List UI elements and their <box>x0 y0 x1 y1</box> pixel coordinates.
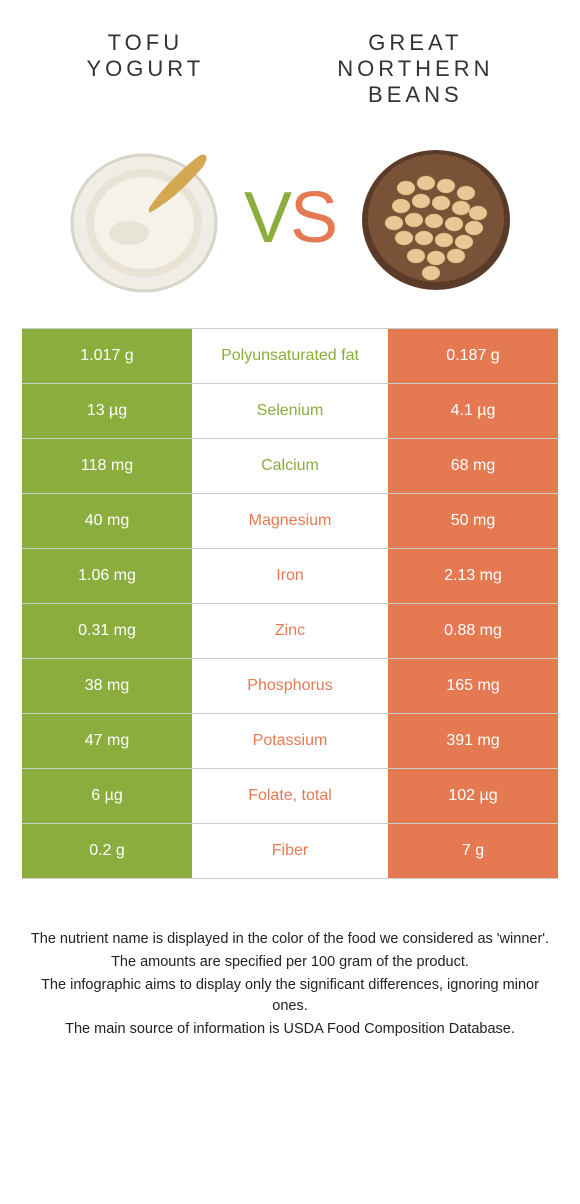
cell-right: 7 g <box>388 824 558 878</box>
nutrient-label: Polyunsaturated fat <box>192 329 388 383</box>
table-row: 1.06 mgIron2.13 mg <box>22 549 558 604</box>
hero: VS <box>0 118 580 328</box>
table-row: 0.31 mgZinc0.88 mg <box>22 604 558 659</box>
header: TOFU YOGURT GREAT NORTHERN BEANS <box>0 0 580 118</box>
nutrient-label: Potassium <box>192 714 388 768</box>
cell-left: 1.017 g <box>22 329 192 383</box>
footer-line: The infographic aims to display only the… <box>30 975 550 1017</box>
cell-right: 165 mg <box>388 659 558 713</box>
vs-s: S <box>290 178 336 258</box>
cell-right: 4.1 µg <box>388 384 558 438</box>
food-image-left <box>64 138 224 298</box>
nutrient-label: Selenium <box>192 384 388 438</box>
food-title-left: TOFU YOGURT <box>87 30 205 108</box>
table-row: 6 µgFolate, total102 µg <box>22 769 558 824</box>
cell-right: 102 µg <box>388 769 558 823</box>
cell-left: 0.31 mg <box>22 604 192 658</box>
cell-left: 6 µg <box>22 769 192 823</box>
nutrient-table: 1.017 gPolyunsaturated fat0.187 g13 µgSe… <box>22 328 558 879</box>
nutrient-label: Folate, total <box>192 769 388 823</box>
nutrient-label: Calcium <box>192 439 388 493</box>
cell-right: 68 mg <box>388 439 558 493</box>
table-row: 13 µgSelenium4.1 µg <box>22 384 558 439</box>
cell-left: 47 mg <box>22 714 192 768</box>
nutrient-label: Fiber <box>192 824 388 878</box>
cell-right: 2.13 mg <box>388 549 558 603</box>
food-title-right: GREAT NORTHERN BEANS <box>337 30 493 108</box>
table-row: 118 mgCalcium68 mg <box>22 439 558 494</box>
cell-left: 38 mg <box>22 659 192 713</box>
nutrient-label: Iron <box>192 549 388 603</box>
cell-left: 40 mg <box>22 494 192 548</box>
table-row: 38 mgPhosphorus165 mg <box>22 659 558 714</box>
cell-left: 1.06 mg <box>22 549 192 603</box>
cell-left: 13 µg <box>22 384 192 438</box>
nutrient-label: Zinc <box>192 604 388 658</box>
footer-line: The amounts are specified per 100 gram o… <box>30 952 550 973</box>
cell-right: 391 mg <box>388 714 558 768</box>
table-row: 1.017 gPolyunsaturated fat0.187 g <box>22 329 558 384</box>
cell-right: 0.88 mg <box>388 604 558 658</box>
footer-notes: The nutrient name is displayed in the co… <box>0 879 580 1040</box>
vs-label: VS <box>244 177 336 259</box>
table-row: 47 mgPotassium391 mg <box>22 714 558 769</box>
table-row: 0.2 gFiber7 g <box>22 824 558 879</box>
nutrient-label: Magnesium <box>192 494 388 548</box>
vs-v: V <box>244 178 290 258</box>
footer-line: The main source of information is USDA F… <box>30 1019 550 1040</box>
food-image-right <box>356 138 516 298</box>
footer-line: The nutrient name is displayed in the co… <box>30 929 550 950</box>
nutrient-label: Phosphorus <box>192 659 388 713</box>
table-row: 40 mgMagnesium50 mg <box>22 494 558 549</box>
cell-left: 0.2 g <box>22 824 192 878</box>
cell-left: 118 mg <box>22 439 192 493</box>
cell-right: 0.187 g <box>388 329 558 383</box>
cell-right: 50 mg <box>388 494 558 548</box>
